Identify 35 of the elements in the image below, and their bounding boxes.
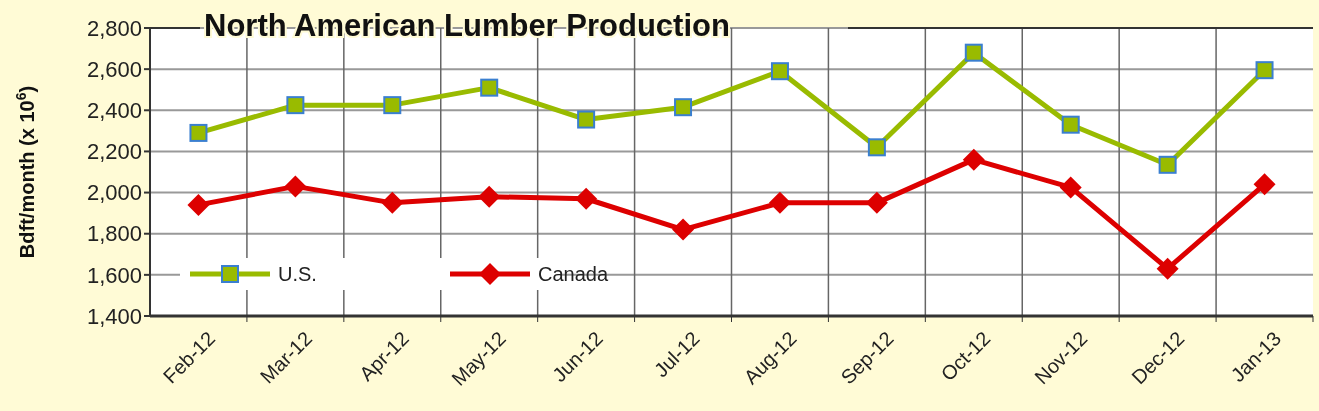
y-tick-label: 1,400 [86, 303, 142, 329]
point [1061, 115, 1080, 134]
point [962, 148, 985, 171]
y-tick-label: 1,600 [86, 262, 142, 288]
point [1156, 257, 1179, 280]
point [478, 185, 501, 208]
y-tick-label: 1,800 [86, 221, 142, 247]
point [383, 96, 402, 115]
point [577, 110, 596, 129]
point [1059, 176, 1082, 199]
y-tick-label: 2,400 [86, 97, 142, 123]
legend-label: Canada [538, 263, 609, 285]
point [187, 193, 210, 216]
point [284, 175, 307, 198]
point [575, 187, 598, 210]
y-tick-label: 2,000 [86, 180, 142, 206]
legend-label: U.S. [278, 263, 317, 285]
point [768, 191, 791, 214]
point [865, 191, 888, 214]
point [672, 218, 695, 241]
point [674, 98, 693, 117]
point [286, 96, 305, 115]
chart-title: North American Lumber Production [204, 8, 730, 43]
point [867, 138, 886, 157]
point [189, 123, 208, 142]
point [964, 43, 983, 62]
y-tick-label: 2,200 [86, 139, 142, 165]
point [1253, 173, 1276, 196]
point [1255, 61, 1274, 80]
y-tick-label: 2,600 [86, 56, 142, 82]
point [480, 78, 499, 97]
point [770, 62, 789, 81]
point [1158, 155, 1177, 174]
point [381, 191, 404, 214]
y-tick-label: 2,800 [86, 15, 142, 41]
